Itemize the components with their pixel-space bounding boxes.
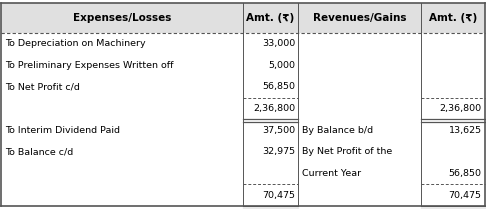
Text: To Interim Dividend Paid: To Interim Dividend Paid <box>5 126 121 135</box>
Text: 32,975: 32,975 <box>262 147 295 156</box>
Text: Revenues/Gains: Revenues/Gains <box>312 13 406 23</box>
Text: 5,000: 5,000 <box>268 61 295 70</box>
Text: To Preliminary Expenses Written off: To Preliminary Expenses Written off <box>5 61 174 70</box>
Text: Amt. (₹): Amt. (₹) <box>246 13 295 23</box>
Text: 33,000: 33,000 <box>262 39 295 48</box>
Text: 70,475: 70,475 <box>262 191 295 200</box>
Text: 56,850: 56,850 <box>449 169 482 178</box>
Text: By Balance b/d: By Balance b/d <box>302 126 373 135</box>
Text: Amt. (₹): Amt. (₹) <box>429 13 477 23</box>
Text: 13,625: 13,625 <box>449 126 482 135</box>
Text: By Net Profit of the: By Net Profit of the <box>302 147 392 156</box>
Bar <box>1 3 485 33</box>
Text: 2,36,800: 2,36,800 <box>253 104 295 113</box>
Text: 56,850: 56,850 <box>262 82 295 91</box>
Text: Expenses/Losses: Expenses/Losses <box>73 13 171 23</box>
Text: 37,500: 37,500 <box>262 126 295 135</box>
Text: Current Year: Current Year <box>302 169 361 178</box>
Text: 2,36,800: 2,36,800 <box>439 104 482 113</box>
Text: To Balance c/d: To Balance c/d <box>5 147 73 156</box>
Text: To Depreciation on Machinery: To Depreciation on Machinery <box>5 39 146 48</box>
Text: 70,475: 70,475 <box>449 191 482 200</box>
Text: To Net Profit c/d: To Net Profit c/d <box>5 82 80 91</box>
